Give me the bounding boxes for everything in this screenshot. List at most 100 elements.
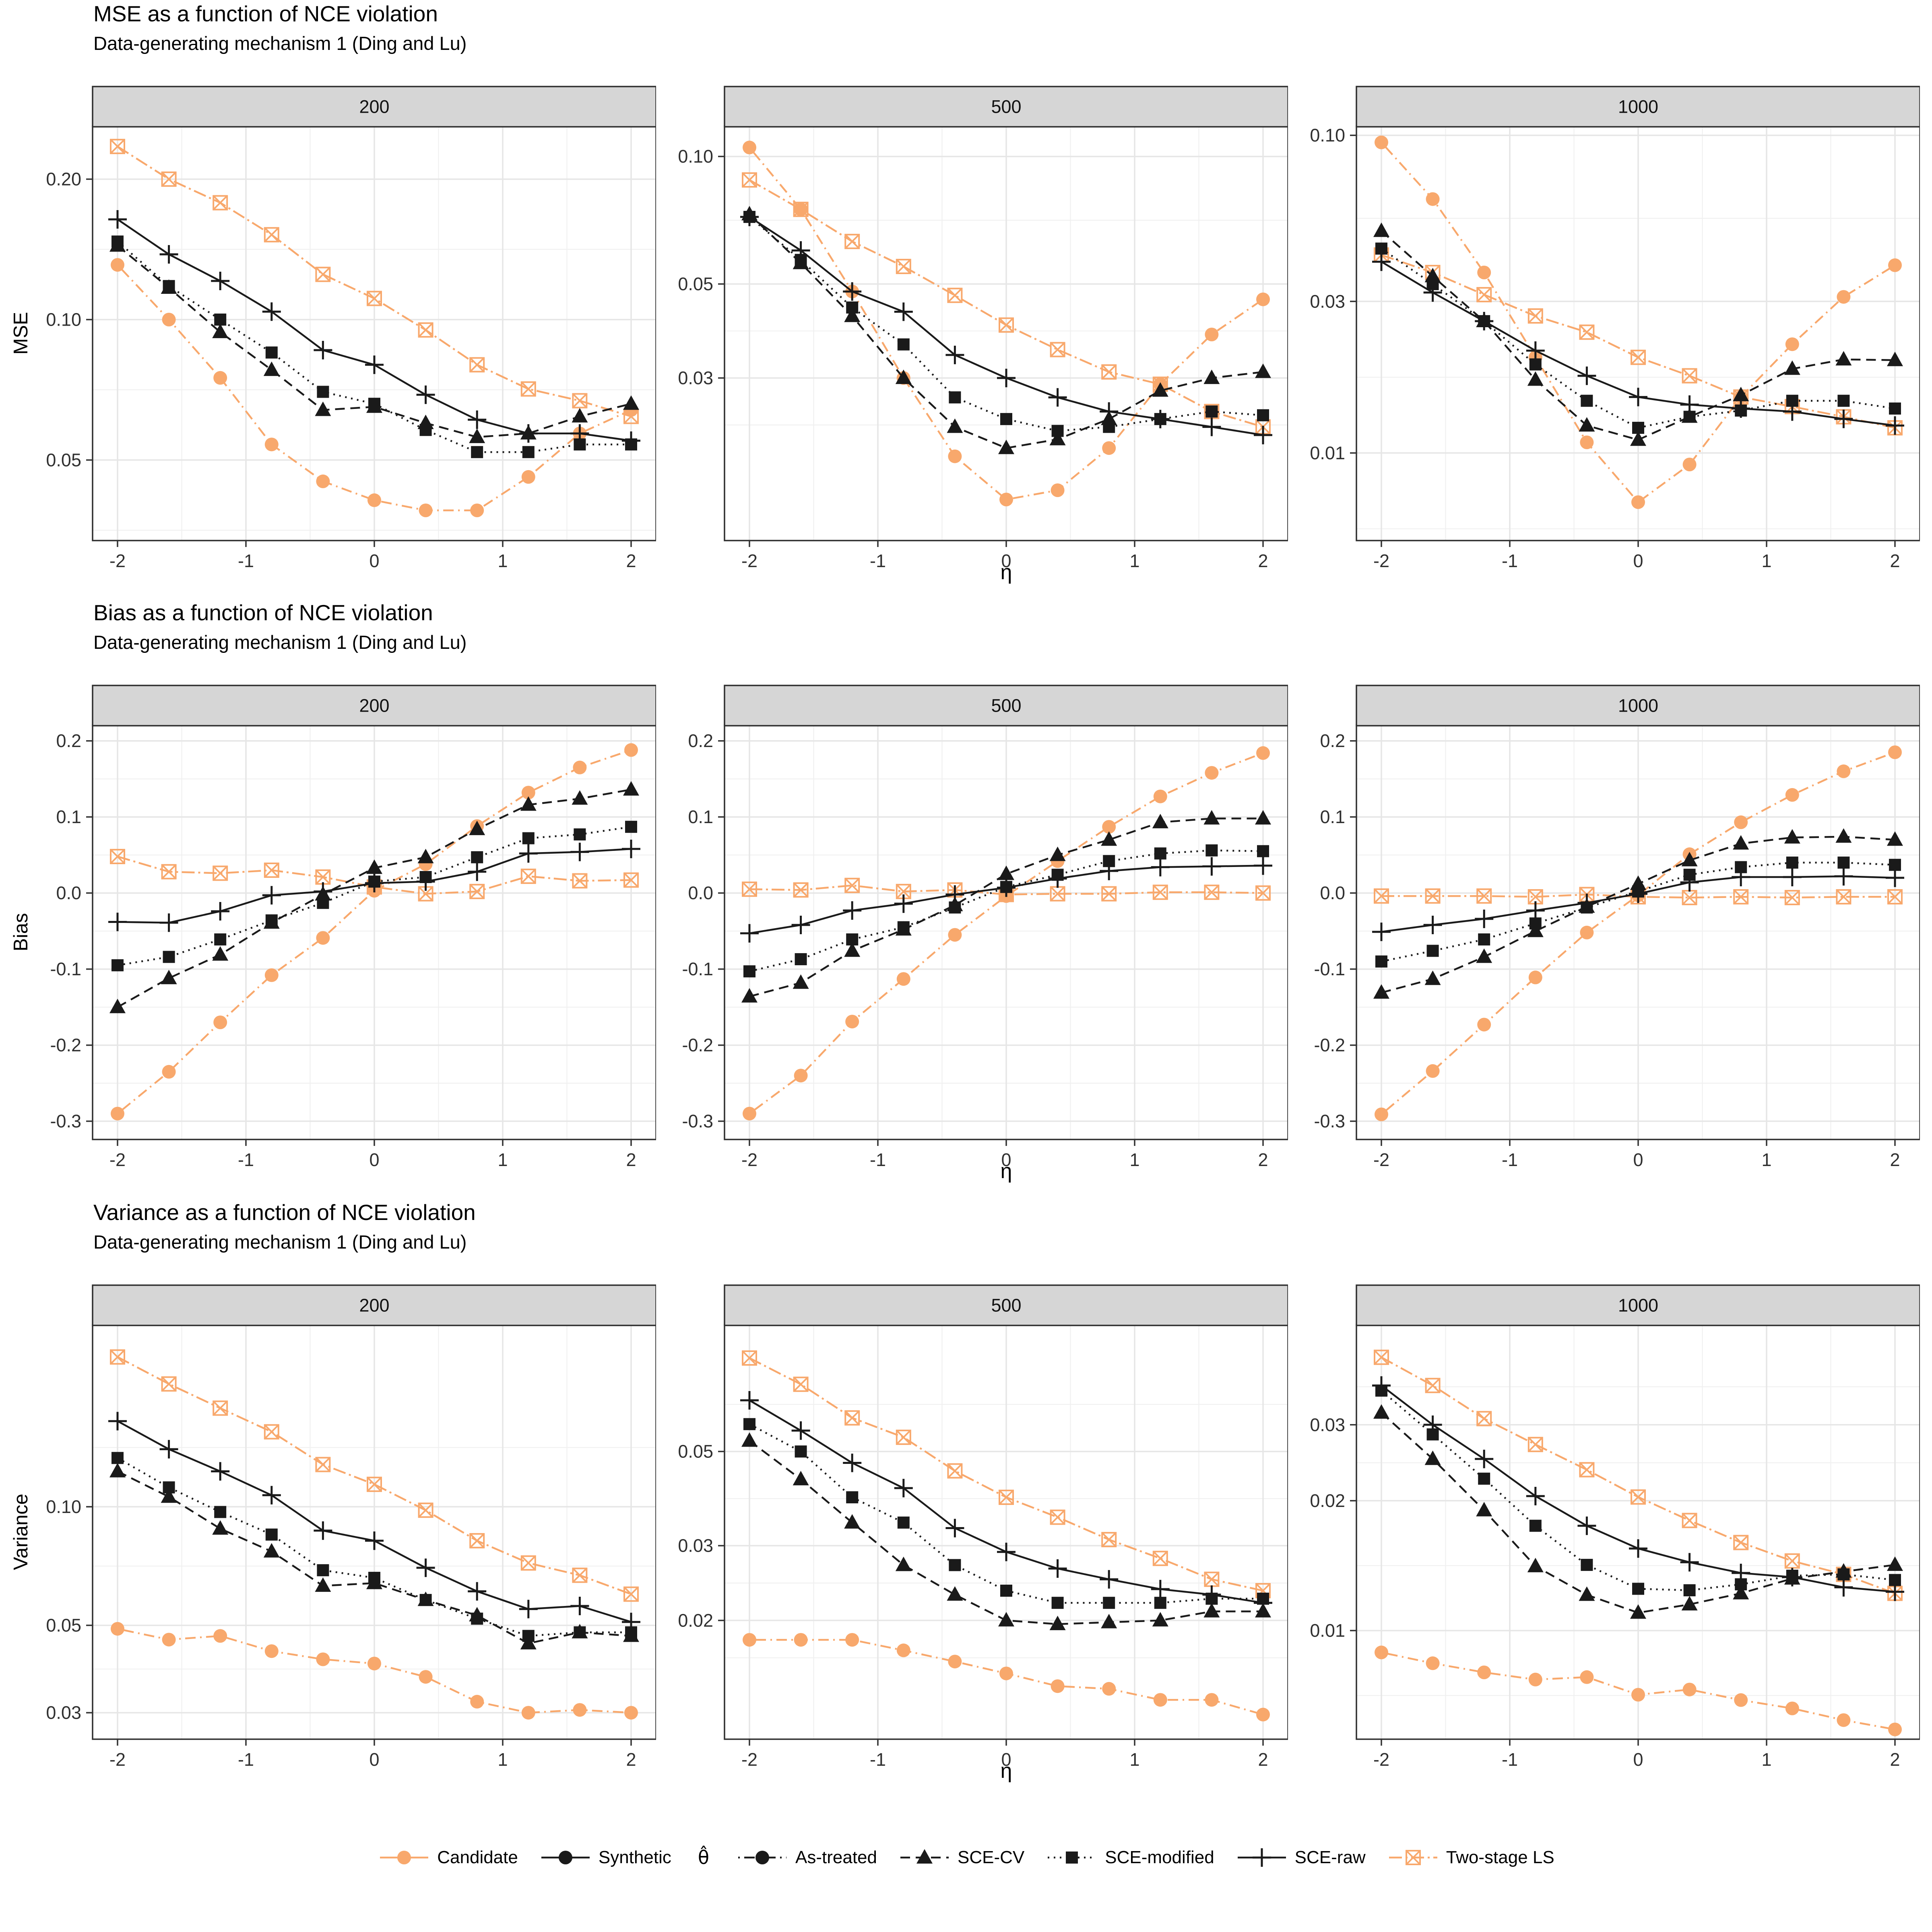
svg-text:-1: -1	[870, 1749, 886, 1770]
legend-key-candidate-icon	[380, 1851, 429, 1864]
svg-text:-1: -1	[238, 551, 254, 571]
chart-title-mse: MSE as a function of NCE violation	[93, 1, 438, 26]
svg-text:0: 0	[1633, 551, 1643, 571]
svg-text:500: 500	[991, 1295, 1021, 1316]
svg-text:-0.3: -0.3	[682, 1111, 713, 1131]
legend-item-as_treated: As-treated	[736, 1845, 877, 1870]
svg-text:-2: -2	[741, 1150, 758, 1170]
svg-text:-0.3: -0.3	[50, 1111, 81, 1131]
svg-text:-2: -2	[741, 551, 758, 571]
svg-text:0.03: 0.03	[678, 368, 713, 388]
svg-text:1: 1	[1129, 1749, 1139, 1770]
svg-text:0: 0	[369, 1749, 379, 1770]
svg-text:0.1: 0.1	[56, 807, 81, 827]
svg-text:1: 1	[497, 1749, 508, 1770]
svg-text:0.0: 0.0	[688, 883, 713, 903]
chart-row-variance: Variance as a function of NCE violation …	[0, 1199, 1932, 1794]
svg-text:0.05: 0.05	[678, 1441, 713, 1462]
x-axis-title-bias: η	[1000, 1160, 1012, 1183]
svg-text:0.10: 0.10	[1310, 125, 1345, 146]
legend-item-two_stage: Two-stage LS	[1387, 1845, 1554, 1870]
legend-key-sce_mod-icon	[1048, 1852, 1096, 1864]
legend-item-sce_cv: SCE-CV	[898, 1845, 1024, 1870]
facet-panel-variance-1000: 1000 -2 -1 0 1 2 0.01 0.02 0.03	[1310, 1284, 1920, 1770]
facet-panel-mse-200: 200 -2 -1 0 1 2 0.05 0.10 0.20	[46, 86, 656, 571]
svg-text:-2: -2	[109, 1749, 126, 1770]
svg-text:1000: 1000	[1618, 97, 1658, 117]
chart-title-bias: Bias as a function of NCE violation	[93, 600, 433, 625]
legend-label-two_stage: Two-stage LS	[1446, 1847, 1554, 1867]
legend-item-sce_raw: SCE-raw	[1235, 1845, 1366, 1870]
svg-text:-0.3: -0.3	[1314, 1111, 1345, 1131]
svg-text:-2: -2	[741, 1749, 758, 1770]
legend-item-sce_mod: SCE-modified	[1045, 1845, 1214, 1870]
svg-text:1: 1	[497, 1150, 508, 1170]
svg-text:0.03: 0.03	[678, 1536, 713, 1556]
legend-key-as_treated-icon	[738, 1851, 786, 1864]
svg-text:1: 1	[1761, 551, 1771, 571]
facet-panel-mse-1000: 1000 -2 -1 0 1 2 0.01 0.03 0.10	[1310, 86, 1920, 571]
svg-text:200: 200	[359, 1295, 389, 1316]
svg-text:0.01: 0.01	[1310, 443, 1345, 463]
svg-text:-0.2: -0.2	[1314, 1035, 1345, 1055]
svg-text:0.10: 0.10	[678, 146, 713, 167]
svg-text:0.0: 0.0	[1320, 883, 1345, 903]
legend: Candidate Synthetic θ̂ As-treated SCE-CV SCE-…	[0, 1827, 1932, 1888]
svg-text:0: 0	[1633, 1749, 1643, 1770]
svg-text:-2: -2	[1373, 1749, 1389, 1770]
svg-text:2: 2	[1258, 1150, 1268, 1170]
svg-text:200: 200	[359, 97, 389, 117]
svg-text:1: 1	[1761, 1150, 1771, 1170]
svg-text:1000: 1000	[1618, 1295, 1658, 1316]
facet-panel-variance-200: 200 -2 -1 0 1 2 0.03 0.05 0.10	[46, 1284, 656, 1770]
svg-text:0.01: 0.01	[1310, 1620, 1345, 1641]
chart-subtitle-bias: Data-generating mechanism 1 (Ding and Lu…	[93, 632, 467, 653]
svg-text:2: 2	[1890, 1150, 1900, 1170]
svg-text:-0.1: -0.1	[50, 959, 81, 979]
chart-title-variance: Variance as a function of NCE violation	[93, 1200, 476, 1225]
svg-text:-1: -1	[870, 1150, 886, 1170]
svg-text:-1: -1	[870, 551, 886, 571]
svg-text:0: 0	[369, 1150, 379, 1170]
svg-text:2: 2	[1258, 551, 1268, 571]
svg-text:-2: -2	[109, 551, 126, 571]
chart-row-mse: MSE as a function of NCE violation Data-…	[0, 0, 1932, 595]
svg-text:-2: -2	[109, 1150, 126, 1170]
svg-text:1: 1	[1761, 1749, 1771, 1770]
svg-text:0.10: 0.10	[46, 310, 81, 330]
svg-text:0: 0	[1001, 1749, 1011, 1770]
svg-text:-1: -1	[1502, 551, 1518, 571]
svg-text:2: 2	[1890, 1749, 1900, 1770]
svg-text:-0.1: -0.1	[682, 959, 713, 979]
svg-text:0.03: 0.03	[1310, 1414, 1345, 1435]
svg-text:-1: -1	[238, 1150, 254, 1170]
facet-panel-mse-500: 500 -2 -1 0 1 2 0.03 0.05 0.10	[678, 86, 1288, 571]
legend-key-sce_cv-icon	[900, 1849, 949, 1864]
svg-text:-1: -1	[1502, 1150, 1518, 1170]
svg-text:0.1: 0.1	[688, 807, 713, 827]
svg-text:2: 2	[626, 1150, 636, 1170]
legend-label-as_treated: As-treated	[795, 1847, 877, 1867]
legend-label-synthetic: Synthetic	[598, 1847, 671, 1867]
chart-row-bias: Bias as a function of NCE violation Data…	[0, 599, 1932, 1194]
legend-key-synthetic-icon	[541, 1851, 590, 1864]
svg-text:0.10: 0.10	[46, 1496, 81, 1517]
svg-text:-0.2: -0.2	[50, 1035, 81, 1055]
chart-subtitle-variance: Data-generating mechanism 1 (Ding and Lu…	[93, 1231, 467, 1253]
svg-text:0.2: 0.2	[688, 731, 713, 751]
x-axis-title-variance: η	[1000, 1759, 1012, 1783]
svg-text:2: 2	[1890, 551, 1900, 571]
svg-text:0.03: 0.03	[1310, 291, 1345, 312]
svg-text:-1: -1	[1502, 1749, 1518, 1770]
legend-key-sce_raw-icon	[1237, 1848, 1286, 1867]
svg-text:1000: 1000	[1618, 696, 1658, 716]
svg-text:-0.1: -0.1	[1314, 959, 1345, 979]
svg-text:-1: -1	[238, 1749, 254, 1770]
svg-text:0.03: 0.03	[46, 1703, 81, 1723]
y-axis-title-variance: Variance	[10, 1494, 32, 1570]
legend-label-candidate: Candidate	[437, 1847, 518, 1867]
legend-title-theta-hat: θ̂	[698, 1847, 709, 1868]
chart-subtitle-mse: Data-generating mechanism 1 (Ding and Lu…	[93, 33, 467, 54]
facet-panel-bias-200: 200 -2 -1 0 1 2 -0.3 -0.2 -0.1 0.0 0.1 0.2	[50, 685, 656, 1170]
svg-text:-2: -2	[1373, 551, 1389, 571]
